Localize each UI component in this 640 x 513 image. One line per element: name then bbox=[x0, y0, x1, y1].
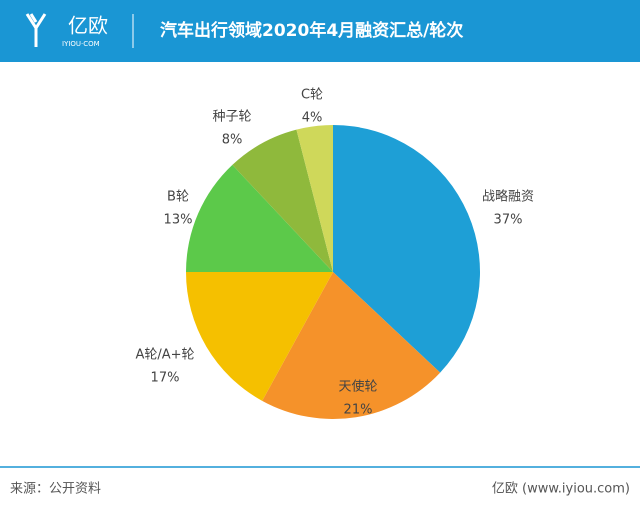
pie-slice bbox=[186, 272, 333, 401]
slice-value-label: 37% bbox=[494, 213, 523, 228]
slice-label: 战略融资 bbox=[482, 189, 534, 205]
pie-slice bbox=[262, 272, 441, 419]
footer-source: 来源：公开资料 bbox=[10, 482, 101, 497]
slice-value-label: 13% bbox=[164, 213, 193, 228]
slice-value-label: 21% bbox=[344, 403, 373, 418]
pie-slice bbox=[232, 129, 333, 272]
pie-slice bbox=[186, 164, 333, 272]
chart-title: 汽车出行领域2020年4月融资汇总/轮次 bbox=[160, 20, 463, 41]
pie bbox=[186, 125, 480, 419]
pie-slice bbox=[296, 125, 333, 272]
slice-label: 天使轮 bbox=[338, 379, 377, 395]
logo-icon bbox=[25, 13, 47, 47]
slice-label: B轮 bbox=[167, 190, 189, 205]
slice-value-label: 4% bbox=[302, 111, 323, 126]
slice-label: 种子轮 bbox=[212, 110, 251, 125]
logo-sub: IYIOU·COM bbox=[62, 40, 100, 48]
slice-value-label: 8% bbox=[222, 133, 243, 148]
header-bar bbox=[0, 0, 640, 62]
footer-brand: 亿欧 (www.iyiou.com) bbox=[492, 482, 630, 497]
slice-label: C轮 bbox=[301, 88, 323, 103]
slice-label: A轮/A+轮 bbox=[135, 348, 194, 363]
slice-value-label: 17% bbox=[151, 371, 180, 386]
pie-slice bbox=[333, 125, 480, 373]
logo-text: 亿欧 bbox=[68, 14, 108, 38]
